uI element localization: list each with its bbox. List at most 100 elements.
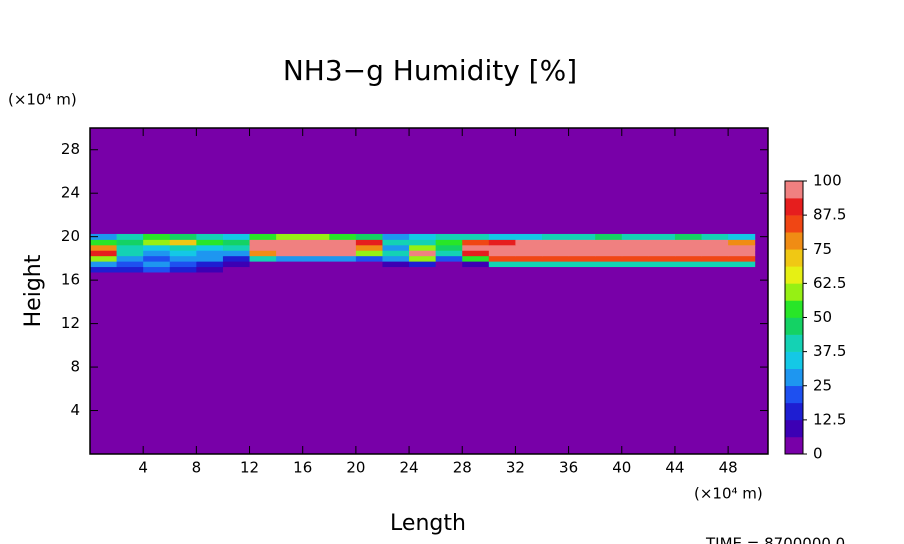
contour-cell — [302, 239, 330, 246]
contour-cell — [276, 261, 304, 268]
contour-cell — [116, 255, 144, 262]
contour-cell — [515, 261, 543, 268]
colorbar-band — [785, 419, 803, 438]
contour-cell — [249, 233, 277, 240]
x-unit: (×10⁴ m) — [694, 485, 763, 503]
contour-cell — [169, 244, 197, 251]
contour-cell — [302, 250, 330, 257]
contour-cell — [355, 266, 383, 273]
contour-cell — [621, 255, 649, 262]
contour-cell — [595, 233, 623, 240]
contour-cell — [249, 239, 277, 246]
contour-cell — [648, 239, 676, 246]
colorbar-band — [785, 266, 803, 284]
contour-cell — [542, 250, 570, 257]
contour-cell — [143, 250, 171, 257]
colorbar-band — [785, 351, 803, 369]
contour-cell — [409, 261, 437, 268]
contour-cell — [488, 233, 516, 240]
colorbar-band — [785, 181, 803, 199]
x-tick-label: 44 — [665, 459, 684, 477]
contour-cell — [222, 239, 251, 246]
contour-cell — [621, 244, 649, 251]
contour-cell — [169, 239, 197, 246]
colorbar-band — [785, 283, 803, 301]
contour-cell — [302, 266, 330, 273]
contour-cell — [435, 239, 463, 246]
contour-cell — [382, 239, 410, 246]
x-tick-label: 20 — [346, 459, 365, 477]
contour-cell — [674, 233, 703, 240]
colorbar-label: 50 — [813, 308, 832, 326]
x-tick-label: 28 — [453, 459, 472, 477]
contour-cell — [222, 266, 251, 273]
contour-cell — [674, 261, 703, 268]
contour-cell — [435, 244, 463, 251]
contour-cell — [648, 261, 676, 268]
contour-cell — [196, 250, 224, 257]
contour-cell — [728, 261, 756, 268]
contour-cell — [196, 261, 224, 268]
contour-cell — [276, 244, 304, 251]
contour-cell — [621, 250, 649, 257]
colorbar-band — [785, 300, 803, 318]
chart-title: NH3−g Humidity [%] — [283, 54, 577, 87]
contour-cell — [462, 233, 490, 240]
contour-cell — [462, 266, 490, 273]
contour-cell — [249, 266, 277, 273]
contour-cell — [701, 239, 729, 246]
contour-cell — [409, 244, 437, 251]
contour-cell — [701, 233, 729, 240]
contour-cell — [169, 250, 197, 257]
colorbar-band — [785, 334, 803, 352]
contour-cell — [515, 233, 543, 240]
contour-cell — [488, 261, 516, 268]
contour-cell — [435, 266, 463, 273]
contour-cell — [249, 261, 277, 268]
contour-cell — [728, 266, 756, 273]
x-tick-label: 16 — [293, 459, 312, 477]
contour-cell — [488, 250, 516, 257]
contour-cell — [728, 244, 756, 251]
contour-cell — [568, 261, 596, 268]
colorbar-label: 12.5 — [813, 410, 846, 428]
contour-cell — [249, 255, 277, 262]
contour-cell — [701, 261, 729, 268]
contour-cell — [329, 244, 357, 251]
contour-cell — [90, 250, 118, 257]
contour-cell — [728, 233, 756, 240]
colorbar-band — [785, 249, 803, 267]
contour-cell — [568, 239, 596, 246]
contour-cell — [143, 266, 171, 273]
contour-cell — [276, 266, 304, 273]
contour-cell — [302, 261, 330, 268]
contour-cell — [674, 255, 703, 262]
contour-cell — [249, 244, 277, 251]
contour-cell — [329, 239, 357, 246]
contour-cell — [435, 233, 463, 240]
x-tick-label: 12 — [240, 459, 259, 477]
contour-cell — [621, 261, 649, 268]
contour-cell — [302, 233, 330, 240]
contour-cell — [409, 266, 437, 273]
contour-cell — [621, 233, 649, 240]
contour-cell — [276, 233, 304, 240]
y-tick-label: 4 — [70, 401, 80, 419]
contour-cell — [435, 250, 463, 257]
contour-cell — [222, 233, 251, 240]
contour-cell — [728, 255, 756, 262]
contour-cell — [462, 261, 490, 268]
contour-cell — [462, 250, 490, 257]
contour-cell — [462, 244, 490, 251]
contour-cell — [196, 233, 224, 240]
contour-cell — [621, 239, 649, 246]
contour-cell — [355, 239, 383, 246]
contour-cell — [462, 239, 490, 246]
contour-cell — [276, 239, 304, 246]
contour-cell — [701, 266, 729, 273]
y-tick-label: 20 — [61, 227, 80, 245]
contour-cell — [329, 250, 357, 257]
contour-cell — [701, 255, 729, 262]
contour-cell — [196, 266, 224, 273]
